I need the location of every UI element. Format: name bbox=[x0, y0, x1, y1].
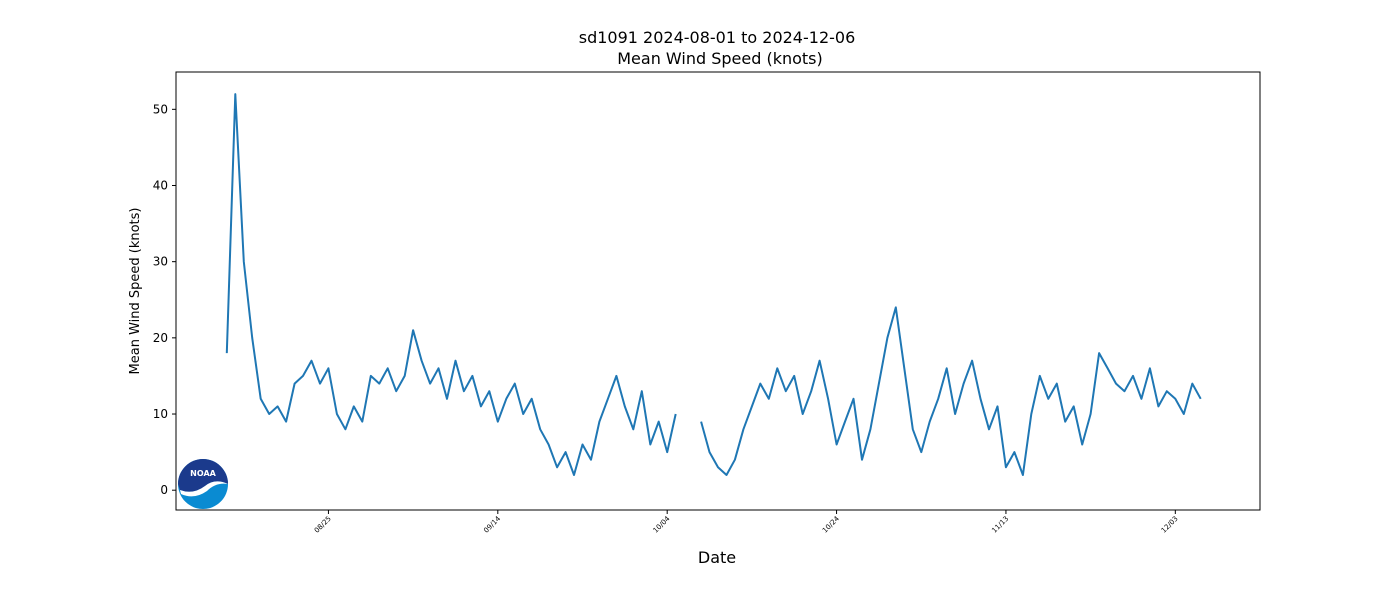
y-tick-label: 20 bbox=[153, 331, 168, 345]
y-tick-label: 30 bbox=[153, 255, 168, 269]
x-tick-label: 12/03 bbox=[1160, 515, 1180, 535]
logo: NOAA bbox=[178, 459, 228, 509]
x-tick-label: 10/24 bbox=[821, 514, 841, 534]
axes-frame bbox=[175, 71, 1261, 511]
plot-area bbox=[225, 93, 1202, 476]
x-tick-label: 10/04 bbox=[652, 514, 672, 534]
x-tick-label: 08/25 bbox=[313, 515, 333, 535]
chart-subtitle: Mean Wind Speed (knots) bbox=[617, 49, 823, 68]
x-axis-label: Date bbox=[698, 548, 736, 567]
y-tick-label: 50 bbox=[153, 102, 168, 116]
x-tick-label: 11/13 bbox=[990, 515, 1010, 535]
svg-text:NOAA: NOAA bbox=[190, 469, 216, 478]
y-axis-label: Mean Wind Speed (knots) bbox=[128, 208, 143, 375]
data-line bbox=[225, 93, 1202, 476]
y-tick-label: 0 bbox=[160, 483, 168, 497]
chart-title: sd1091 2024-08-01 to 2024-12-06 bbox=[579, 28, 856, 47]
y-tick-label: 40 bbox=[153, 178, 168, 192]
x-tick-label: 09/14 bbox=[482, 514, 502, 534]
y-tick-label: 10 bbox=[153, 407, 168, 421]
